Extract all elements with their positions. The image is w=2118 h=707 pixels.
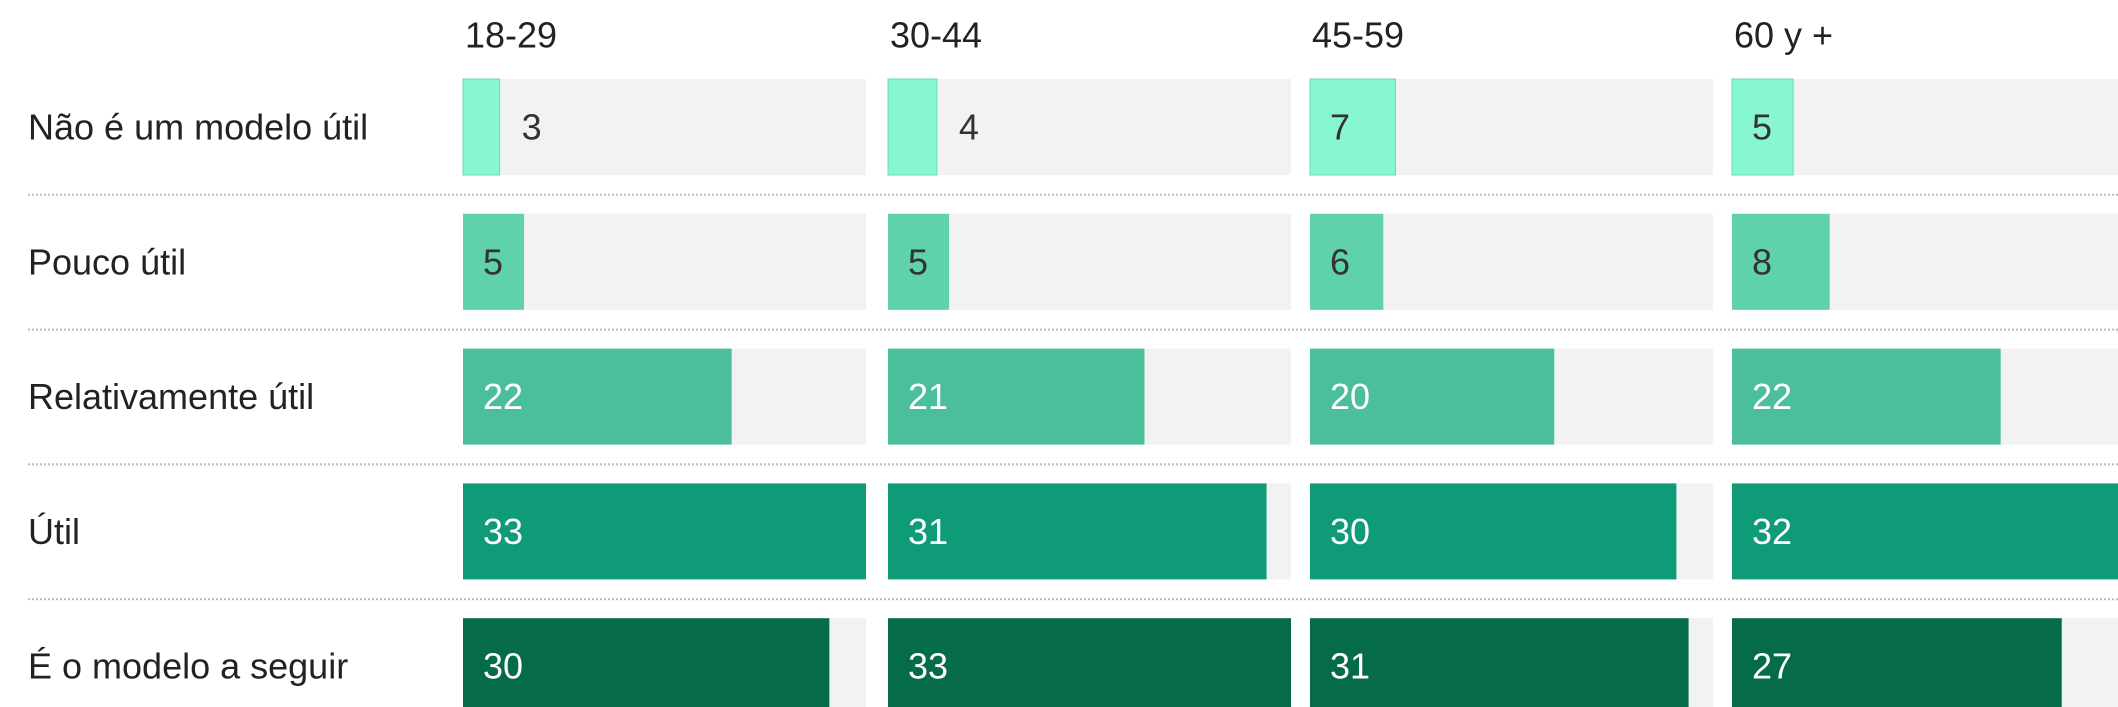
row-label: Pouco útil [28, 241, 186, 282]
bar [888, 483, 1267, 580]
value-label: 8 [1752, 241, 1772, 282]
bar [1731, 78, 1794, 176]
bar [1732, 348, 2001, 445]
bar [1310, 348, 1555, 445]
bar [888, 618, 1291, 707]
bar-background [888, 213, 1291, 310]
bar [463, 348, 732, 445]
value-label: 30 [483, 646, 523, 687]
row-label: Não é um modelo útil [28, 107, 368, 148]
bar [1732, 213, 1830, 310]
bar-background [463, 213, 866, 310]
row-label: É o modelo a seguir [28, 646, 348, 687]
bar [1310, 213, 1384, 310]
bar [888, 348, 1145, 445]
bar [1310, 618, 1689, 707]
column-header: 18-29 [465, 15, 557, 56]
bar-background [463, 79, 866, 175]
value-label: 22 [483, 376, 523, 417]
row-label: Relativamente útil [28, 376, 314, 417]
value-label: 5 [1752, 107, 1772, 148]
value-label: 33 [908, 646, 948, 687]
bar [462, 78, 501, 176]
bar [888, 213, 950, 310]
bar [1309, 78, 1396, 176]
bar [1310, 483, 1677, 580]
column-header: 60 y + [1734, 15, 1833, 56]
value-label: 5 [908, 241, 928, 282]
bar [1732, 483, 2118, 580]
value-label: 30 [1330, 511, 1370, 552]
value-label: 31 [1330, 646, 1370, 687]
bar [463, 483, 866, 580]
bar-background [1732, 79, 2118, 175]
bar [463, 213, 525, 310]
bar [887, 78, 938, 176]
value-label: 27 [1752, 646, 1792, 687]
value-label: 4 [959, 107, 979, 148]
bar [1732, 618, 2062, 707]
value-label: 21 [908, 376, 948, 417]
value-label: 22 [1752, 376, 1792, 417]
value-label: 7 [1330, 107, 1350, 148]
bar-background [888, 79, 1291, 175]
row-label: Útil [28, 511, 80, 552]
value-label: 33 [483, 511, 523, 552]
column-header: 45-59 [1312, 15, 1404, 56]
value-label: 5 [483, 241, 503, 282]
column-header: 30-44 [890, 15, 982, 56]
value-label: 6 [1330, 241, 1350, 282]
value-label: 31 [908, 511, 948, 552]
value-label: 20 [1330, 376, 1370, 417]
value-label: 32 [1752, 511, 1792, 552]
bar [463, 618, 830, 707]
value-label: 3 [522, 107, 542, 148]
